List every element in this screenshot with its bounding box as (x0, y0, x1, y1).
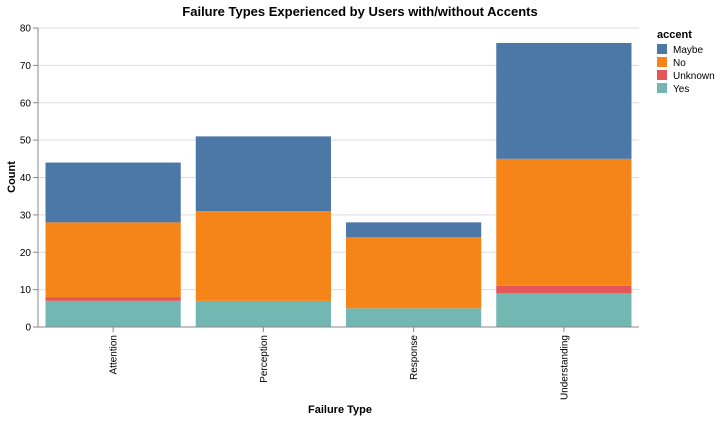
bar-understanding-unknown (496, 285, 632, 294)
bar-response-yes (346, 308, 482, 327)
x-tick-label: Understanding (559, 335, 570, 400)
bar-response-no (346, 237, 482, 309)
bar-attention-yes (45, 300, 181, 327)
bars (45, 42, 632, 327)
x-axis-label: Failure Type (308, 404, 372, 416)
legend-swatch-unknown (657, 70, 667, 80)
y-tick-label: 70 (20, 61, 32, 72)
y-tick-label: 30 (20, 210, 32, 221)
legend-label-yes: Yes (673, 84, 689, 95)
bar-attention-no (45, 222, 181, 298)
legend-title: accent (657, 29, 692, 41)
legend-label-unknown: Unknown (673, 71, 715, 82)
y-tick-label: 20 (20, 248, 32, 259)
y-tick-label: 60 (20, 98, 32, 109)
legend-swatch-maybe (657, 44, 667, 54)
legend-label-maybe: Maybe (673, 45, 703, 56)
x-tick-label: Perception (259, 335, 270, 383)
x-tick-label: Attention (109, 335, 120, 374)
y-tick-label: 40 (20, 173, 32, 184)
legend-swatch-yes (657, 83, 667, 93)
y-tick-label: 10 (20, 285, 32, 296)
bar-attention-maybe (45, 162, 181, 223)
bar-perception-no (195, 211, 331, 301)
bar-response-maybe (346, 222, 482, 238)
chart-title: Failure Types Experienced by Users with/… (182, 4, 537, 19)
bar-understanding-no (496, 158, 632, 286)
bar-understanding-yes (496, 293, 632, 327)
axes: 0 10 20 30 40 50 60 70 80 Attention Perception Resp… (20, 24, 639, 400)
bar-perception-yes (195, 300, 331, 327)
legend-label-no: No (673, 58, 686, 69)
y-tick-label: 80 (20, 24, 32, 35)
y-axis-label: Count (6, 161, 18, 193)
legend-swatch-no (657, 57, 667, 67)
bar-attention-unknown (45, 297, 181, 301)
y-tick-label: 50 (20, 136, 32, 147)
bar-perception-maybe (195, 136, 331, 212)
bar-understanding-maybe (496, 42, 632, 159)
legend: accent Maybe No Unknown Yes (657, 29, 715, 95)
x-tick-label: Response (409, 335, 420, 380)
y-tick-label: 0 (25, 323, 31, 334)
